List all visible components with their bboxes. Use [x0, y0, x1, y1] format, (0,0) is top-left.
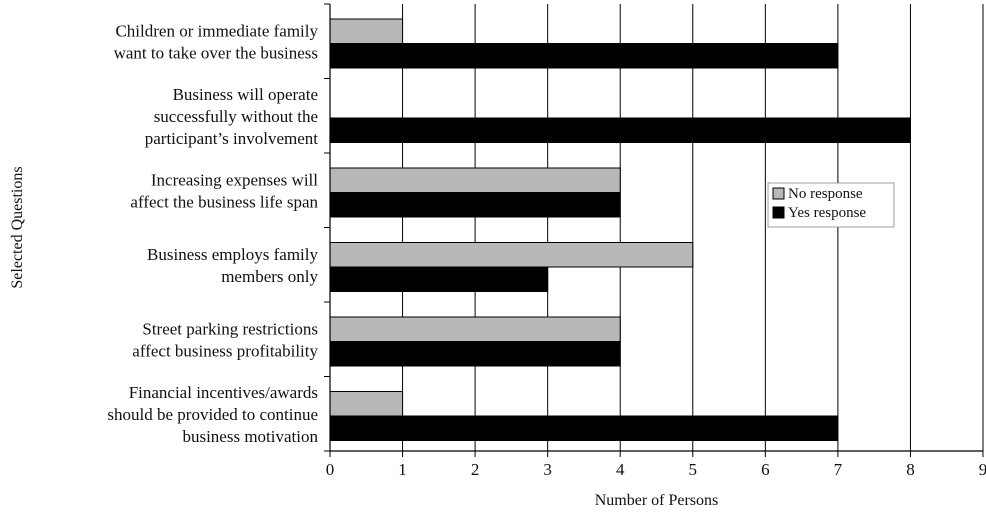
axes [324, 3, 984, 457]
category-label-line: successfully without the [154, 107, 318, 126]
bar-no-response-1 [329, 18, 404, 44]
bar-no-response-5 [329, 316, 621, 342]
y-axis-title: Selected Questions [9, 166, 26, 288]
category-label: Business will operate successfully withou… [145, 85, 319, 148]
bar-yes-response-6 [329, 415, 839, 441]
x-tick-label: 7 [834, 460, 843, 479]
category-label: Business employs family members only [147, 245, 318, 286]
bar-no-response-3 [329, 167, 621, 193]
x-tick-label: 3 [543, 460, 552, 479]
x-tick-label: 4 [616, 460, 625, 479]
category-label-line: affect the business life span [130, 192, 318, 211]
legend-label: No response [788, 186, 863, 202]
category-label-line: should be provided to continue [107, 405, 318, 424]
x-tick-label: 5 [689, 460, 698, 479]
category-label-line: Increasing expenses will [151, 170, 318, 189]
category-label-line: Business will operate [173, 85, 318, 104]
x-tick-label: 2 [471, 460, 480, 479]
category-label-line: want to take over the business [114, 43, 318, 62]
x-tick-label: 0 [326, 460, 335, 479]
bar-yes-response-5 [329, 341, 621, 367]
category-label-line: participant’s involvement [145, 129, 319, 148]
category-label-line: affect business profitability [132, 341, 318, 360]
bar-yes-response-1 [329, 43, 839, 69]
category-label: Street parking restrictions affect busine… [132, 319, 318, 360]
x-tick-label: 6 [761, 460, 770, 479]
legend-swatch [772, 187, 785, 200]
bar-yes-response-2 [329, 117, 911, 143]
legend-label: Yes response [788, 205, 866, 221]
category-label: Increasing expenses will affect the busin… [130, 170, 318, 211]
x-tick-label: 8 [906, 460, 915, 479]
bar-yes-response-4 [329, 266, 549, 292]
x-tick-labels: 0 1 2 3 4 5 6 7 8 9 [326, 460, 986, 479]
bar-no-response-4 [329, 242, 694, 268]
bar-no-response-6 [329, 391, 404, 417]
category-label-line: Business employs family [147, 245, 318, 264]
grid-lines [402, 4, 984, 451]
category-label: Children or immediate family want to take… [114, 21, 319, 62]
bar-yes-response-3 [329, 192, 621, 218]
x-axis-title: Number of Persons [595, 492, 719, 509]
category-label-line: Financial incentives/awards [129, 383, 318, 402]
category-label-line: members only [221, 267, 318, 286]
legend-swatch [772, 206, 785, 219]
category-label-line: Children or immediate family [115, 21, 318, 40]
legend: No response Yes response [767, 182, 895, 228]
x-tick-label: 1 [398, 460, 407, 479]
category-label-line: business motivation [182, 427, 318, 446]
category-labels: Children or immediate family want to take… [107, 21, 318, 446]
category-label: Financial incentives/awards should be pro… [107, 383, 318, 446]
x-tick-label: 9 [979, 460, 986, 479]
category-label-line: Street parking restrictions [142, 319, 318, 338]
legend-box [767, 182, 895, 228]
bars [329, 18, 911, 441]
